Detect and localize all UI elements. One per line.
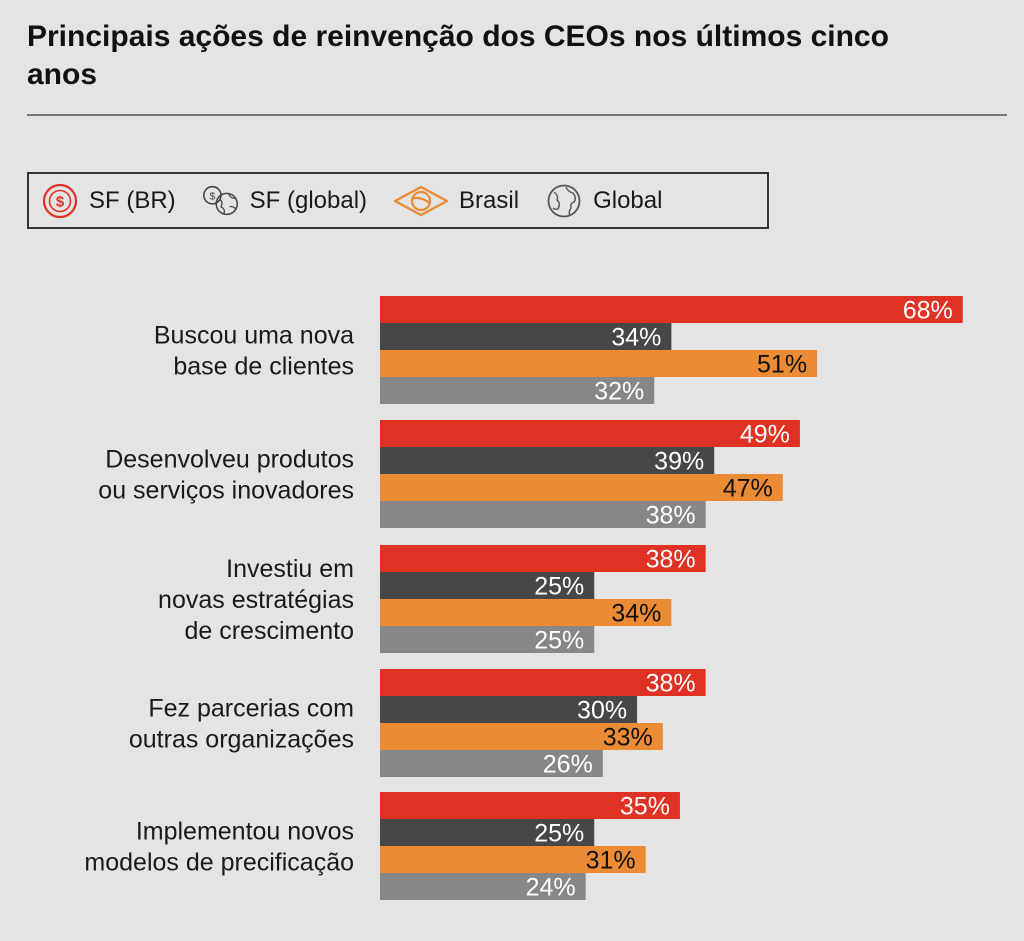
legend-item-sf-br: $ SF (BR) [39,183,176,218]
bar-sf-br [380,669,706,696]
data-label: 49% [740,421,790,449]
svg-text:$: $ [209,190,215,202]
data-label: 25% [534,573,584,601]
data-label: 39% [654,448,704,476]
bar-sf-br [380,420,800,447]
bar-group: Fez parcerias com outras organizações 38% 3… [129,669,706,779]
data-label: 31% [586,847,636,875]
data-label: 34% [611,600,661,628]
data-label: 26% [543,751,593,779]
bar-group: Buscou uma nova base de clientes 68% 34% 51%… [154,296,963,406]
category-label: outras organizações [129,726,354,754]
bar-sf-br [380,545,706,572]
bar-sf-global [380,572,595,599]
bar-sf-global [380,696,638,723]
bar-sf-global [380,819,595,846]
data-label: 38% [646,670,696,698]
svg-text:$: $ [56,193,65,210]
legend-label: Brasil [459,186,520,214]
bar-group: Implementou novos modelos de precificação… [84,792,680,902]
bar-brasil [380,350,818,377]
bar-global [380,626,595,653]
title-divider [27,114,1007,116]
coins-globe-icon: $ [200,184,242,218]
category-label: de crescimento [184,617,354,645]
data-label: 68% [903,297,953,325]
category-label: Fez parcerias com [148,695,354,723]
data-label: 24% [526,874,576,902]
category-label: Implementou novos [136,818,354,846]
bar-global [380,873,586,900]
bar-global [380,501,706,528]
category-label: Desenvolveu produtos [105,446,354,474]
data-label: 33% [603,724,653,752]
bar-sf-global [380,323,672,350]
bar-sf-global [380,447,715,474]
data-label: 47% [723,475,773,503]
dollar-circle-icon: $ [39,183,81,218]
bar-global [380,377,655,404]
bar-brasil [380,599,672,626]
data-label: 38% [646,502,696,530]
data-label: 30% [577,697,627,725]
legend-item-global: Global [543,184,662,218]
bar-brasil [380,846,646,873]
bar-group: Desenvolveu produtos ou serviços inovador… [98,420,800,530]
legend-label: SF (global) [249,186,368,214]
bar-global [380,750,603,777]
globe-icon [543,184,585,218]
legend-label: SF (BR) [89,186,176,214]
legend-item-sf-global: $ SF (global) [200,184,367,218]
category-label: modelos de precificação [84,849,354,877]
data-label: 38% [646,546,696,574]
data-label: 32% [594,378,644,406]
legend-label: Global [593,186,663,214]
bar-sf-br [380,296,963,323]
chart-title: Principais ações de reinvenção dos CEOs … [27,20,889,91]
category-label: base de clientes [173,353,354,381]
category-label: novas estratégias [158,586,354,614]
chart-legend: $ SF (BR) $ SF (global) Brasil [27,172,769,229]
bar-brasil [380,723,663,750]
bar-group: Investiu em novas estratégias de crescimen… [158,545,706,655]
category-label: Investiu em [226,555,354,583]
legend-item-brasil: Brasil [391,184,519,218]
category-label: ou serviços inovadores [98,477,354,505]
bar-brasil [380,474,783,501]
category-label: Buscou uma nova [154,322,354,350]
data-label: 25% [534,820,584,848]
brazil-flag-icon [391,184,451,218]
data-label: 34% [611,324,661,352]
bar-sf-br [380,792,680,819]
data-label: 35% [620,793,670,821]
data-label: 51% [757,351,807,379]
data-label: 25% [534,627,584,655]
